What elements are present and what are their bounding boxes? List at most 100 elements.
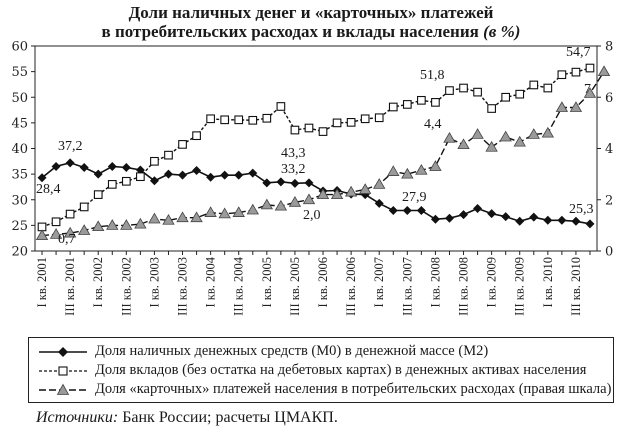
- series-1-point: [93, 169, 103, 179]
- x-axis-tick-label: I кв. 2006: [316, 257, 330, 308]
- series-line-2: [41, 67, 591, 228]
- data-label: 25,3: [569, 202, 594, 217]
- series-2-point: [150, 156, 159, 166]
- series-2-point: [318, 127, 328, 136]
- series-2-point: [234, 115, 244, 125]
- series-3-point: [246, 203, 259, 215]
- series-3-point: [302, 193, 316, 205]
- series-3-point: [316, 188, 330, 200]
- series-3-point: [63, 226, 77, 238]
- data-label: 4,4: [424, 117, 442, 132]
- series-1-point: [543, 215, 553, 225]
- x-axis-tick-label: III кв. 2003: [176, 257, 190, 316]
- right-axis-tick-label: 4: [605, 142, 613, 157]
- x-axis-tick-label: III кв. 2010: [569, 257, 583, 316]
- series-1-point: [178, 170, 188, 180]
- left-axis-tick-label: 50: [11, 91, 28, 106]
- series-1-point: [192, 166, 202, 176]
- data-label: 2,0: [303, 208, 321, 223]
- left-axis-tick-label: 55: [11, 65, 28, 80]
- series-2-point: [402, 100, 412, 109]
- series-2-point: [178, 140, 187, 149]
- series-2-point: [445, 86, 454, 95]
- legend: Доля наличных денежных средств (М0) в де…: [28, 337, 614, 403]
- series-1-point: [444, 213, 454, 223]
- right-axis-tick-label: 6: [605, 91, 613, 106]
- series-2-point: [79, 202, 89, 212]
- legend-item-cash: Доля наличных денежных средств (М0) в де…: [37, 342, 607, 362]
- series-3-point: [527, 128, 540, 139]
- x-axis-tick-label: III кв. 2002: [119, 257, 133, 316]
- series-3-point: [569, 101, 583, 112]
- series-3-point: [373, 178, 386, 189]
- series-1-point: [515, 216, 525, 226]
- series-3-point: [176, 211, 189, 223]
- series-2-point: [93, 190, 103, 199]
- annotation-layer: 28,4 37,2 0,7 33,243,3 2,0 27,9 51,8 4,4 54,7 25,…: [36, 45, 594, 247]
- chart-title-line-2: в потребительских расходах и вклады насе…: [0, 22, 622, 42]
- source-note: Источники: Банк России; расчеты ЦМАКП.: [36, 409, 338, 427]
- x-axis-tick-label: III кв. 2005: [288, 257, 302, 316]
- series-3-point: [49, 228, 63, 239]
- series-2-point: [121, 176, 131, 186]
- series-2-point: [515, 89, 525, 99]
- series-1-point: [65, 158, 75, 168]
- series-3-point: [513, 135, 526, 147]
- data-label: 28,4: [36, 182, 61, 197]
- right-axis-tick-label: 8: [605, 40, 613, 55]
- series-3-point: [148, 212, 161, 224]
- series-2-point: [290, 125, 300, 135]
- series-3-point: [92, 220, 105, 232]
- series-1-point: [388, 206, 398, 216]
- series-1-point: [206, 172, 216, 182]
- series-3-point: [429, 160, 442, 171]
- x-axis-tick-label: I кв. 2010: [541, 257, 555, 308]
- series-3-point: [274, 199, 288, 211]
- x-axis-tick-label: III кв. 2004: [232, 256, 246, 316]
- series-1-point: [416, 206, 426, 216]
- series-3-point: [344, 185, 358, 197]
- series-2-point: [473, 87, 482, 97]
- series-3-point: [457, 138, 470, 150]
- data-label: 0,7: [58, 232, 76, 247]
- series-2-point: [262, 113, 272, 123]
- data-label: 33,2: [281, 162, 306, 177]
- series-2-point: [276, 102, 286, 111]
- series-2-point: [459, 83, 468, 93]
- series-1-point: [276, 177, 286, 187]
- chart-title-line-2-text: в потребительских расходах и вклады насе…: [101, 22, 479, 41]
- series-line-1: [41, 161, 591, 225]
- series-3-point: [583, 87, 597, 98]
- left-axis-tick-label: 20: [11, 245, 28, 260]
- x-axis-tick-label: I кв. 2007: [372, 257, 386, 308]
- series-3-point: [330, 188, 344, 200]
- series-3-point: [358, 183, 372, 194]
- x-axis-tick-label: I кв. 2005: [260, 257, 274, 308]
- left-axis-tick-label: 45: [11, 116, 28, 131]
- legend-label-deposits: Доля вкладов (без остатка на дебетовых к…: [95, 362, 587, 378]
- series-2-point: [304, 123, 314, 133]
- left-axis-tick-label: 40: [11, 142, 28, 157]
- legend-label-cash: Доля наличных денежных средств (М0) в де…: [95, 343, 489, 359]
- data-label: 43,3: [281, 146, 306, 161]
- series-2-point: [206, 114, 215, 124]
- x-axis-tick-label: III кв. 2006: [344, 257, 358, 316]
- series-3-point: [443, 131, 456, 143]
- series-2-point: [346, 118, 356, 127]
- series-3-point: [387, 165, 400, 176]
- series-3-point: [35, 229, 49, 241]
- left-axis-tick-label: 25: [11, 219, 28, 234]
- series-3-point: [471, 128, 484, 139]
- source-label: Источники:: [36, 409, 119, 426]
- series-1-point: [459, 210, 469, 220]
- series-2-point: [248, 115, 258, 125]
- series-1-point: [557, 215, 567, 225]
- series-1-point: [135, 165, 145, 175]
- x-axis-tick-label: I кв. 2004: [204, 256, 218, 307]
- legend-label-card-payments: Доля «карточных» платежей населения в по…: [95, 381, 612, 397]
- series-1-point: [473, 203, 483, 213]
- series-1-point: [430, 214, 440, 224]
- series-3-point: [106, 219, 119, 230]
